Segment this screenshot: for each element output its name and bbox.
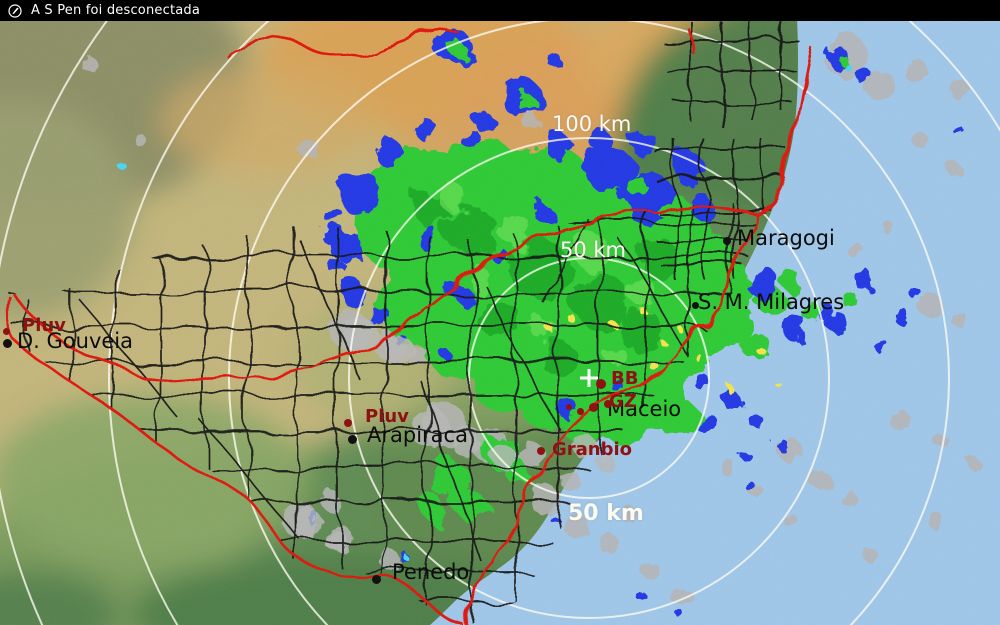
- dither-texture: [0, 18, 1000, 625]
- notification-message: A S Pen foi desconectada: [31, 3, 201, 18]
- notification-bar[interactable]: A S Pen foi desconectada: [0, 0, 1000, 21]
- s-pen-icon: [8, 3, 22, 18]
